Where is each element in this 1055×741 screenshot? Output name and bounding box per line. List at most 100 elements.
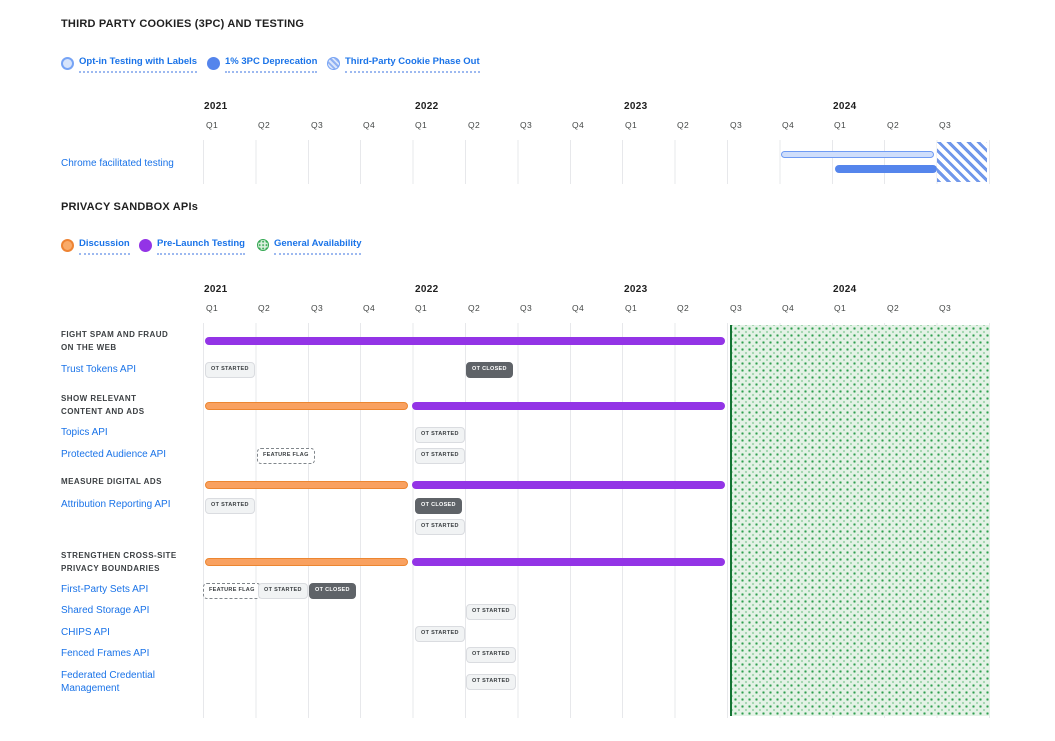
api-link-shared-storage[interactable]: Shared Storage API <box>61 605 150 616</box>
legend-item-discussion[interactable]: Discussion <box>61 238 130 255</box>
discussion-bar <box>205 402 408 410</box>
general-availability-icon <box>257 239 269 251</box>
badge-feature-flag: FEATURE FLAG <box>203 583 261 599</box>
quarter-label: Q3 <box>520 303 533 313</box>
legend-item-3pc-deprecation[interactable]: 1% 3PC Deprecation <box>207 56 318 73</box>
quarter-label: Q3 <box>730 303 743 313</box>
opt-in-testing-icon <box>61 57 74 70</box>
cookies-quarter-header: Q1 Q2 Q3 Q4 Q1 Q2 Q3 Q4 Q1 Q2 Q3 Q4 Q1 Q… <box>203 120 989 134</box>
sandbox-quarter-header: Q1 Q2 Q3 Q4 Q1 Q2 Q3 Q4 Q1 Q2 Q3 Q4 Q1 Q… <box>203 303 989 317</box>
quarter-label: Q3 <box>520 120 533 130</box>
general-availability-region <box>730 325 990 716</box>
quarter-label: Q1 <box>834 303 847 313</box>
badge-ot-started: OT STARTED <box>415 626 465 642</box>
year-label: 2024 <box>833 101 857 112</box>
group-label-measure-digital-ads: MEASURE DIGITAL ADS <box>61 477 162 486</box>
sandbox-year-header: 2021 2022 2023 2024 <box>203 284 989 298</box>
api-link-protected-audience[interactable]: Protected Audience API <box>61 449 167 460</box>
legend-label: General Availability <box>274 238 362 255</box>
quarter-label: Q3 <box>939 303 952 313</box>
badge-ot-closed: OT CLOSED <box>415 498 462 514</box>
quarter-label: Q3 <box>311 303 324 313</box>
quarter-label: Q2 <box>468 303 481 313</box>
quarter-label: Q1 <box>415 303 428 313</box>
year-label: 2022 <box>415 284 439 295</box>
legend-label: 1% 3PC Deprecation <box>225 56 318 73</box>
badge-ot-started: OT STARTED <box>415 448 465 464</box>
year-label: 2024 <box>833 284 857 295</box>
quarter-label: Q4 <box>782 120 795 130</box>
quarter-label: Q2 <box>258 120 271 130</box>
api-link-federated-credential-management[interactable]: Federated Credential Management <box>61 670 155 694</box>
group-label-fight-spam-fraud: FIGHT SPAM AND FRAUD ON THE WEB <box>61 330 169 352</box>
quarter-label: Q1 <box>415 120 428 130</box>
legend-item-pre-launch-testing[interactable]: Pre-Launch Testing <box>139 238 245 255</box>
badge-ot-started: OT STARTED <box>466 604 516 620</box>
year-label: 2022 <box>415 101 439 112</box>
legend-item-opt-in-testing[interactable]: Opt-in Testing with Labels <box>61 56 198 73</box>
quarter-label: Q2 <box>258 303 271 313</box>
quarter-label: Q4 <box>782 303 795 313</box>
group-label-strengthen-cross-site: STRENGTHEN CROSS-SITE PRIVACY BOUNDARIES <box>61 551 177 573</box>
quarter-label: Q1 <box>206 303 219 313</box>
badge-ot-started: OT STARTED <box>415 519 465 535</box>
opt-in-testing-bar <box>781 151 934 158</box>
legend-item-general-availability[interactable]: General Availability <box>257 238 362 255</box>
year-label: 2023 <box>624 101 648 112</box>
quarter-label: Q1 <box>625 303 638 313</box>
badge-ot-started: OT STARTED <box>466 647 516 663</box>
chrome-facilitated-testing-link[interactable]: Chrome facilitated testing <box>61 158 174 169</box>
quarter-label: Q3 <box>939 120 952 130</box>
discussion-icon <box>61 239 74 252</box>
pre-launch-testing-icon <box>139 239 152 252</box>
legend-label: Pre-Launch Testing <box>157 238 245 255</box>
api-link-topics[interactable]: Topics API <box>61 427 108 438</box>
phase-out-region <box>937 142 987 182</box>
quarter-label: Q3 <box>730 120 743 130</box>
discussion-bar <box>205 558 408 566</box>
quarter-label: Q1 <box>206 120 219 130</box>
quarter-label: Q2 <box>677 303 690 313</box>
legend-item-cookie-phase-out[interactable]: Third-Party Cookie Phase Out <box>327 56 480 73</box>
deprecation-icon <box>207 57 220 70</box>
api-link-chips[interactable]: CHIPS API <box>61 627 110 638</box>
deprecation-bar <box>835 165 937 173</box>
quarter-label: Q2 <box>887 120 900 130</box>
pre-launch-testing-bar <box>205 337 725 345</box>
badge-ot-started: OT STARTED <box>415 427 465 443</box>
quarter-label: Q1 <box>834 120 847 130</box>
pre-launch-testing-bar <box>412 402 725 410</box>
badge-ot-started: OT STARTED <box>205 362 255 378</box>
badge-ot-closed: OT CLOSED <box>466 362 513 378</box>
legend-label: Discussion <box>79 238 130 255</box>
api-link-first-party-sets[interactable]: First-Party Sets API <box>61 584 149 595</box>
year-label: 2021 <box>204 284 228 295</box>
quarter-label: Q4 <box>363 120 376 130</box>
quarter-label: Q4 <box>572 303 585 313</box>
discussion-bar <box>205 481 408 489</box>
legend-label: Opt-in Testing with Labels <box>79 56 198 73</box>
quarter-label: Q3 <box>311 120 324 130</box>
api-link-fenced-frames[interactable]: Fenced Frames API <box>61 648 150 659</box>
legend-label: Third-Party Cookie Phase Out <box>345 56 480 73</box>
year-label: 2021 <box>204 101 228 112</box>
quarter-label: Q4 <box>363 303 376 313</box>
cookies-chart-area <box>203 140 990 184</box>
quarter-label: Q2 <box>887 303 900 313</box>
year-label: 2023 <box>624 284 648 295</box>
quarter-label: Q2 <box>468 120 481 130</box>
badge-ot-started: OT STARTED <box>466 674 516 690</box>
sandbox-section-title: PRIVACY SANDBOX APIs <box>61 201 199 213</box>
badge-ot-started: OT STARTED <box>258 583 308 599</box>
quarter-label: Q1 <box>625 120 638 130</box>
badge-ot-started: OT STARTED <box>205 498 255 514</box>
pre-launch-testing-bar <box>412 558 725 566</box>
pre-launch-testing-bar <box>412 481 725 489</box>
api-link-attribution-reporting[interactable]: Attribution Reporting API <box>61 499 171 510</box>
api-link-trust-tokens[interactable]: Trust Tokens API <box>61 364 137 375</box>
quarter-label: Q2 <box>677 120 690 130</box>
cookies-section-title: THIRD PARTY COOKIES (3PC) AND TESTING <box>61 18 305 30</box>
group-label-show-relevant-content: SHOW RELEVANT CONTENT AND ADS <box>61 394 145 416</box>
badge-ot-closed: OT CLOSED <box>309 583 356 599</box>
